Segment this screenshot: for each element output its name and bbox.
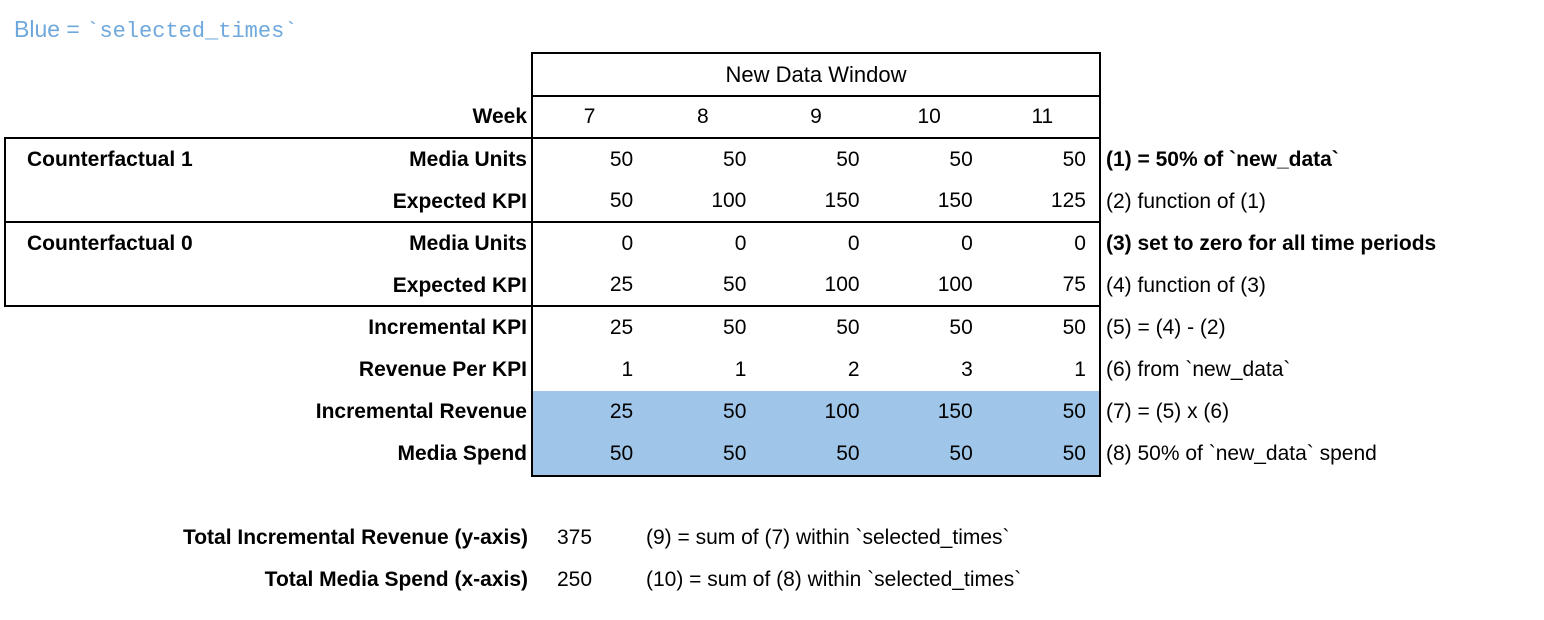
- total-media-spend-label: Total Media Spend (x-axis): [264, 568, 528, 591]
- table-cell: 50: [1062, 400, 1086, 423]
- row-annotation: (1) = 50% of `new_data`: [1106, 148, 1339, 171]
- table-cell: 150: [937, 400, 973, 423]
- data-table: New Data Window 7 8 9 10 11 50 50 50 50 50 50 100 1…: [531, 52, 1101, 477]
- week-cell: 9: [810, 105, 822, 128]
- table-cell: 50: [723, 273, 747, 296]
- table-cell: 25: [609, 316, 634, 339]
- table-cell: 125: [1050, 189, 1086, 212]
- row-annotation: (5) = (4) - (2): [1106, 316, 1226, 339]
- week-cell: 11: [1031, 105, 1054, 128]
- title-code: `selected_times`: [86, 19, 298, 44]
- row-annotation: (2) function of (1): [1106, 190, 1266, 213]
- table-cell: 50: [723, 148, 747, 171]
- table-cell: 2: [847, 358, 860, 381]
- week-cell: 10: [917, 105, 941, 128]
- table-cell: 50: [723, 400, 747, 423]
- row-label: Media Spend: [397, 442, 527, 465]
- table-row: 25 50 100 100 75: [533, 265, 1099, 307]
- group-label-counterfactual-1: Counterfactual 1: [27, 148, 193, 171]
- table-cell: 0: [847, 232, 860, 255]
- table-cell: 50: [1062, 148, 1086, 171]
- table-row: 50 50 50 50 50: [533, 433, 1099, 475]
- row-annotation: (3) set to zero for all time periods: [1106, 232, 1437, 255]
- table-cell: 100: [824, 273, 860, 296]
- row-annotation: (7) = (5) x (6): [1106, 400, 1230, 423]
- table-cell: 50: [1062, 442, 1086, 465]
- table-row: 25 50 100 150 50: [533, 391, 1099, 433]
- table-cell: 1: [621, 358, 634, 381]
- table-cell: 100: [937, 273, 973, 296]
- table-cell: 0: [961, 232, 973, 255]
- row-label: Incremental KPI: [368, 316, 527, 339]
- table-cell: 75: [1062, 273, 1086, 296]
- table-cell: 50: [723, 442, 747, 465]
- window-header: New Data Window: [533, 54, 1099, 97]
- table-cell: 50: [1062, 316, 1086, 339]
- table-cell: 50: [836, 148, 860, 171]
- group-label-counterfactual-0: Counterfactual 0: [27, 232, 193, 255]
- table-cell: 50: [949, 316, 973, 339]
- week-cell: 7: [583, 105, 596, 128]
- table-cell: 50: [609, 442, 634, 465]
- total-incremental-revenue-label: Total Incremental Revenue (y-axis): [182, 526, 528, 549]
- table-cell: 25: [609, 273, 634, 296]
- row-annotation: (4) function of (3): [1106, 274, 1266, 297]
- row-label: Media Units: [409, 148, 527, 171]
- table-cell: 100: [711, 189, 747, 212]
- row-annotation: (6) from `new_data`: [1106, 358, 1291, 381]
- table-cell: 0: [734, 232, 747, 255]
- table-cell: 1: [734, 358, 747, 381]
- total-media-spend-note: (10) = sum of (8) within `selected_times…: [646, 568, 1022, 591]
- table-row: 0 0 0 0 0: [533, 223, 1099, 265]
- table-row: 50 50 50 50 50: [533, 139, 1099, 181]
- table-cell: 50: [949, 148, 973, 171]
- table-cell: 150: [937, 189, 973, 212]
- data-rows: 50 50 50 50 50 50 100 150 150 125 0 0 0 0 0 25 50 100 100 7…: [533, 139, 1099, 475]
- table-row: 50 100 150 150 125: [533, 181, 1099, 223]
- table-cell: 50: [609, 189, 634, 212]
- figure-title: Blue = `selected_times`: [14, 16, 297, 44]
- row-label: Incremental Revenue: [315, 400, 527, 423]
- row-label: Media Units: [409, 232, 527, 255]
- table-row: 25 50 50 50 50: [533, 307, 1099, 349]
- row-label: Revenue Per KPI: [358, 358, 527, 381]
- week-header-row: 7 8 9 10 11: [533, 97, 1099, 139]
- total-incremental-revenue-value: 375: [557, 526, 593, 549]
- row-label: Expected KPI: [392, 274, 527, 297]
- total-incremental-revenue-note: (9) = sum of (7) within `selected_times`: [646, 526, 1010, 549]
- table-cell: 0: [621, 232, 634, 255]
- week-cell: 8: [696, 105, 709, 128]
- table-cell: 50: [836, 316, 860, 339]
- table-cell: 150: [824, 189, 860, 212]
- table-cell: 100: [824, 400, 860, 423]
- table-cell: 25: [609, 400, 634, 423]
- row-annotation: (8) 50% of `new_data` spend: [1106, 442, 1377, 465]
- week-row-label: Week: [472, 105, 527, 128]
- table-cell: 50: [949, 442, 973, 465]
- total-media-spend-value: 250: [557, 568, 593, 591]
- table-cell: 0: [1074, 232, 1086, 255]
- row-label: Expected KPI: [392, 190, 527, 213]
- table-cell: 50: [723, 316, 747, 339]
- table-cell: 3: [961, 358, 973, 381]
- table-cell: 1: [1074, 358, 1086, 381]
- table-cell: 50: [609, 148, 634, 171]
- table-cell: 50: [836, 442, 860, 465]
- table-row: 1 1 2 3 1: [533, 349, 1099, 391]
- title-prefix: Blue =: [14, 16, 87, 42]
